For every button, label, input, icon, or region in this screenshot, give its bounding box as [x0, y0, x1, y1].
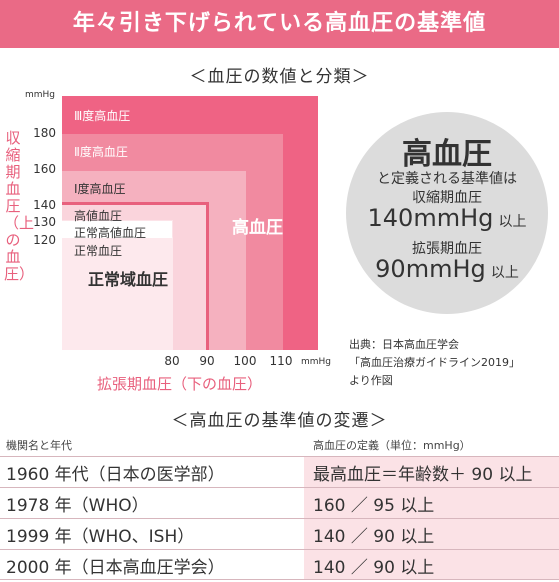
- label-high-normal: 高値血圧: [74, 209, 123, 223]
- definition-line1: と定義される基準値は: [377, 171, 517, 187]
- label-grade1: Ⅰ度高血圧: [74, 182, 126, 196]
- x-axis-label: 拡張期血圧（下の血圧）: [97, 375, 263, 393]
- x-unit: mmHg: [301, 357, 332, 367]
- table-row-4-definition: 140 ／ 90 以上: [313, 558, 435, 578]
- x-tick-80: 80: [164, 354, 180, 368]
- label-normal-high: 正常高値血圧: [74, 226, 147, 240]
- systolic-value: 140mmHg: [367, 204, 494, 232]
- table-row-3-org: 1999 年（WHO、ISH）: [6, 527, 195, 547]
- systolic-value-line: 140mmHg 以上: [346, 204, 548, 232]
- table-row-3-definition: 140 ／ 90 以上: [313, 527, 435, 547]
- table-row-2-org: 1978 年（WHO）: [6, 496, 149, 516]
- y-unit: mmHg: [25, 90, 56, 100]
- history-header-definition: 高血圧の定義（単位：mmHg）: [313, 439, 471, 452]
- title-banner: [0, 0, 559, 48]
- history-title: ＜高血圧の基準値の変遷＞: [171, 411, 388, 431]
- band-normal: [62, 237, 173, 350]
- table-row-1-org: 1960 年代（日本の医学部）: [6, 465, 225, 485]
- table-divider: [0, 579, 559, 580]
- table-divider: [0, 549, 559, 550]
- table-divider: [0, 456, 559, 457]
- x-tick-90: 90: [199, 354, 215, 368]
- y-tick-120: 120: [33, 233, 56, 247]
- table-divider: [0, 518, 559, 519]
- x-tick-110: 110: [269, 354, 293, 368]
- source-line1: 出典：日本高血圧学会: [349, 338, 459, 351]
- x-tick-100: 100: [233, 354, 257, 368]
- y-tick-130: 130: [33, 215, 56, 229]
- systolic-suffix: 以上: [498, 214, 527, 230]
- diastolic-suffix: 以上: [490, 265, 519, 281]
- label-grade3: Ⅲ度高血圧: [74, 109, 131, 123]
- diastolic-value: 90mmHg: [375, 255, 486, 283]
- y-tick-140: 140: [33, 198, 56, 212]
- table-divider: [0, 487, 559, 488]
- label-normal: 正常血圧: [74, 244, 123, 258]
- systolic-label: 収縮期血圧: [412, 190, 482, 206]
- label-normal-range: 正常域血圧: [88, 270, 169, 289]
- table-row-2-definition: 160 ／ 95 以上: [313, 496, 435, 516]
- table-row-1-definition: 最高血圧＝年齢数＋ 90 以上: [313, 465, 533, 485]
- history-header-org: 機関名と年代: [6, 439, 72, 452]
- definition-circle: [346, 112, 548, 314]
- diastolic-value-line: 90mmHg 以上: [346, 255, 548, 283]
- label-grade2: Ⅱ度高血圧: [74, 145, 128, 159]
- classification-title: ＜血圧の数値と分類＞: [189, 67, 370, 87]
- y-tick-160: 160: [33, 162, 56, 176]
- page-title: 年々引き下げられている高血圧の基準値: [72, 11, 487, 36]
- threshold-line-vertical: [206, 202, 209, 350]
- normal-high-strip: [62, 221, 172, 238]
- y-axis-label: 収縮期血圧（上の血圧）: [4, 129, 35, 283]
- label-hypertension: 高血圧: [232, 218, 283, 238]
- source-line3: より作図: [349, 374, 393, 387]
- y-tick-180: 180: [33, 126, 56, 140]
- threshold-line-horizontal: [62, 202, 208, 205]
- definition-title: 高血圧: [402, 137, 492, 172]
- source-line2: 「高血圧治療ガイドライン2019」: [349, 356, 520, 369]
- diastolic-label: 拡張期血圧: [412, 241, 482, 257]
- table-row-4-org: 2000 年（日本高血圧学会）: [6, 558, 225, 578]
